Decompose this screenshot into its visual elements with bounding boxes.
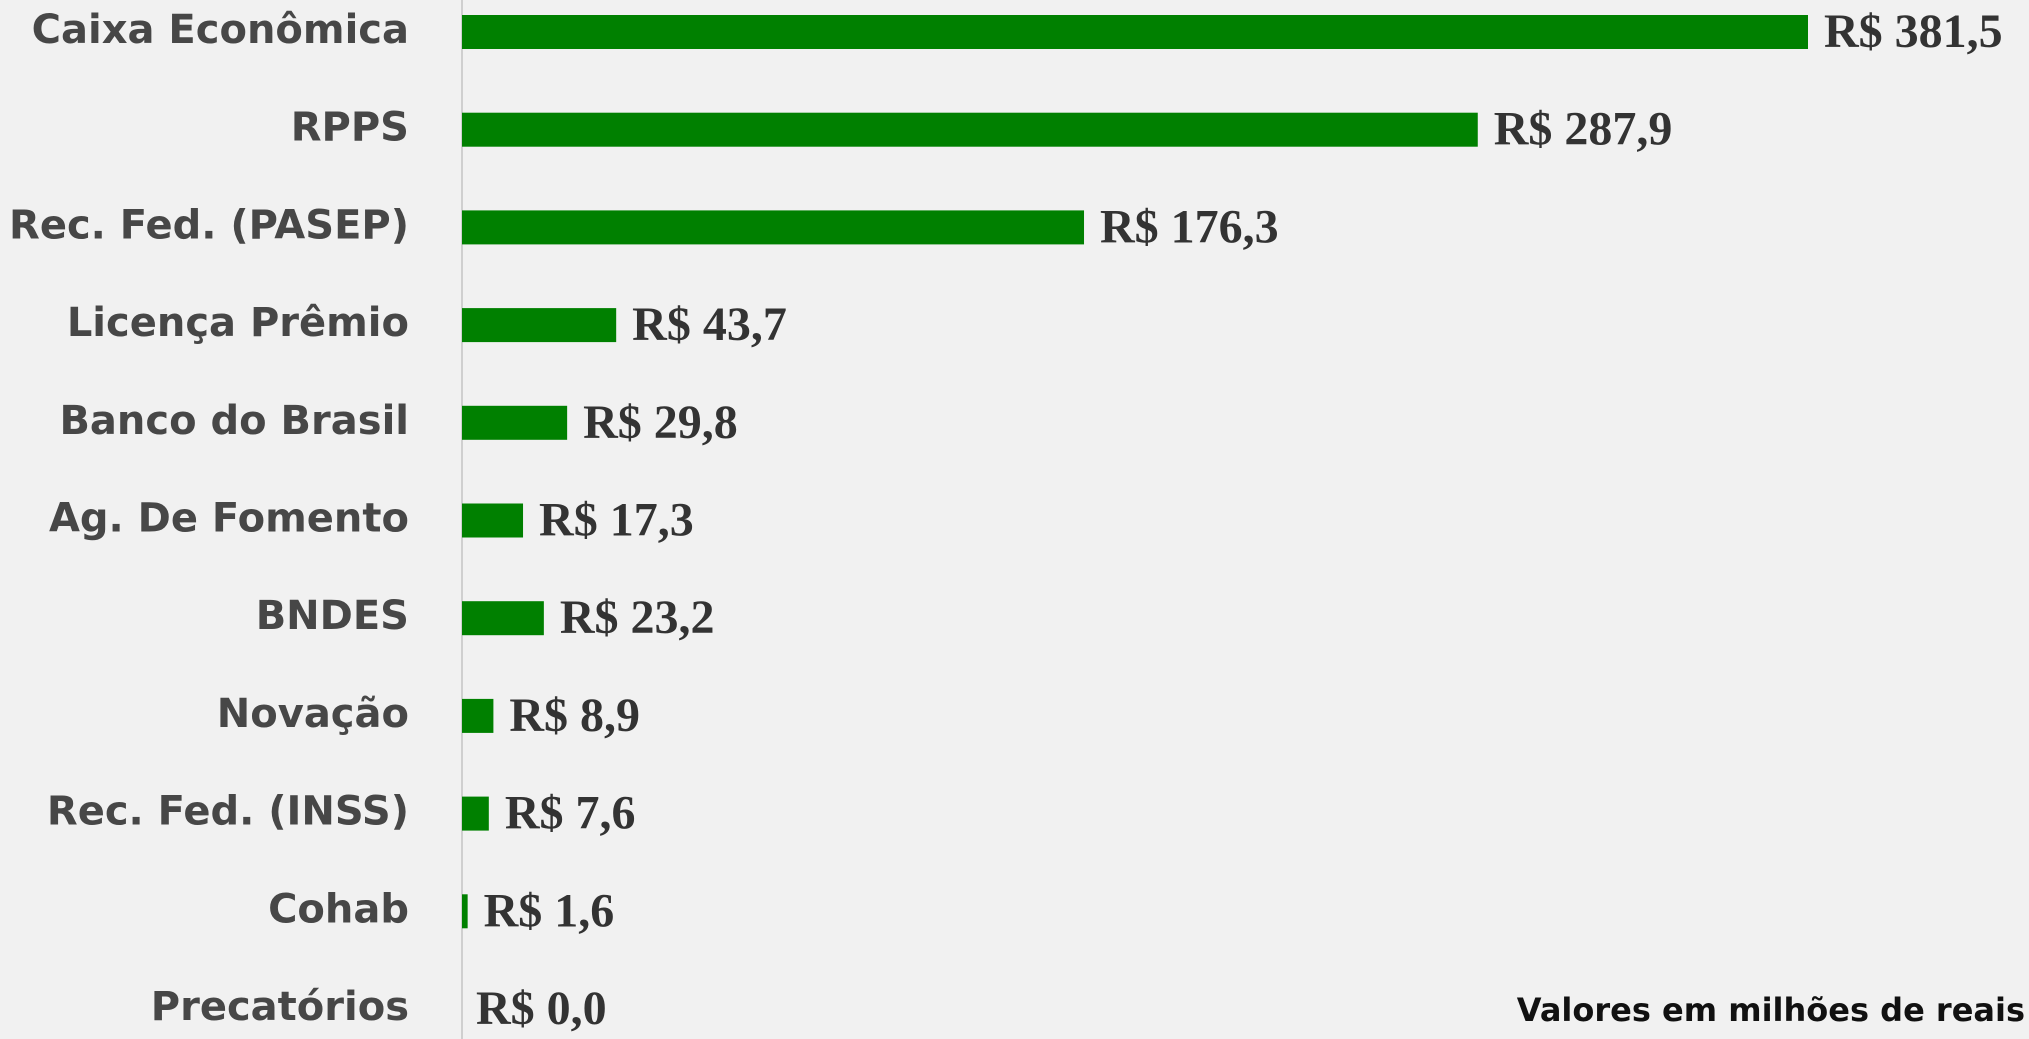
- category-label: Licença Prêmio: [67, 300, 409, 346]
- category-label: RPPS: [291, 105, 409, 151]
- category-label: Rec. Fed. (PASEP): [9, 202, 409, 248]
- bar: [462, 796, 489, 831]
- bar: [462, 601, 544, 636]
- bar: [462, 210, 1085, 245]
- data-label: R$ 29,8: [583, 396, 738, 449]
- category-label: Banco do Brasil: [59, 398, 409, 444]
- data-label: R$ 8,9: [509, 689, 640, 742]
- annotation: Valores em milhões de reais: [1517, 991, 2025, 1029]
- data-label: R$ 7,6: [505, 787, 636, 840]
- bar: [462, 894, 468, 929]
- bar: [462, 405, 568, 440]
- category-label: Precatórios: [151, 984, 409, 1030]
- category-label: Ag. De Fomento: [49, 496, 409, 542]
- category-label: BNDES: [256, 593, 409, 639]
- category-label: Novação: [217, 691, 409, 737]
- data-label: R$ 43,7: [632, 298, 787, 351]
- bar: [462, 112, 1478, 147]
- data-label: R$ 381,5: [1824, 5, 2003, 58]
- data-label: R$ 17,3: [539, 494, 694, 547]
- bar: [462, 698, 494, 733]
- category-label: Cohab: [268, 886, 409, 932]
- category-label: Caixa Econômica: [32, 7, 409, 53]
- data-label: R$ 0,0: [476, 982, 607, 1035]
- bar: [462, 308, 617, 343]
- data-label: R$ 287,9: [1494, 103, 1673, 156]
- bar: [462, 503, 524, 538]
- bar: [462, 15, 1808, 49]
- data-label: R$ 23,2: [560, 591, 715, 644]
- category-label: Rec. Fed. (INSS): [47, 789, 409, 835]
- data-label: R$ 1,6: [484, 884, 615, 937]
- data-label: R$ 176,3: [1100, 200, 1279, 253]
